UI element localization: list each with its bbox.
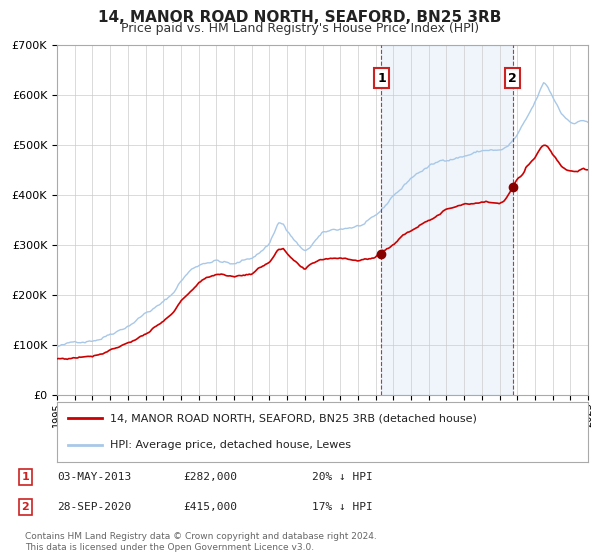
Text: 2: 2 bbox=[508, 72, 517, 85]
Text: Contains HM Land Registry data © Crown copyright and database right 2024.
This d: Contains HM Land Registry data © Crown c… bbox=[25, 531, 377, 553]
Text: 1: 1 bbox=[377, 72, 386, 85]
Text: 17% ↓ HPI: 17% ↓ HPI bbox=[312, 502, 373, 512]
Text: HPI: Average price, detached house, Lewes: HPI: Average price, detached house, Lewe… bbox=[110, 440, 351, 450]
Text: 1: 1 bbox=[22, 472, 29, 482]
Text: 2: 2 bbox=[22, 502, 29, 512]
Text: £282,000: £282,000 bbox=[183, 472, 237, 482]
Text: £415,000: £415,000 bbox=[183, 502, 237, 512]
Text: 14, MANOR ROAD NORTH, SEAFORD, BN25 3RB: 14, MANOR ROAD NORTH, SEAFORD, BN25 3RB bbox=[98, 10, 502, 25]
Text: 28-SEP-2020: 28-SEP-2020 bbox=[57, 502, 131, 512]
Bar bbox=[382, 45, 513, 395]
Text: 03-MAY-2013: 03-MAY-2013 bbox=[57, 472, 131, 482]
Text: Price paid vs. HM Land Registry's House Price Index (HPI): Price paid vs. HM Land Registry's House … bbox=[121, 22, 479, 35]
Text: 20% ↓ HPI: 20% ↓ HPI bbox=[312, 472, 373, 482]
Text: 14, MANOR ROAD NORTH, SEAFORD, BN25 3RB (detached house): 14, MANOR ROAD NORTH, SEAFORD, BN25 3RB … bbox=[110, 413, 477, 423]
